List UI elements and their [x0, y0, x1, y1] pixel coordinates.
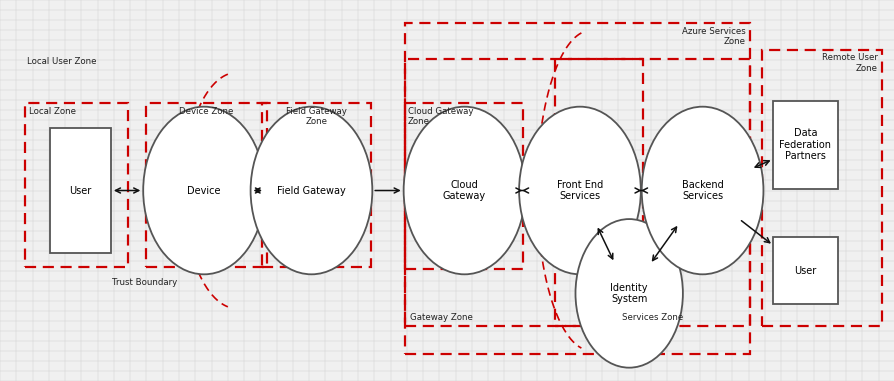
Text: User: User [794, 266, 815, 275]
Bar [405, 103, 522, 269]
Ellipse shape [143, 107, 265, 274]
Bar [146, 103, 266, 267]
Text: Data
Federation
Partners: Data Federation Partners [779, 128, 831, 162]
Bar [405, 23, 749, 354]
Bar [405, 59, 642, 326]
Text: Field Gateway
Zone: Field Gateway Zone [285, 107, 347, 126]
Bar [554, 59, 749, 326]
Text: Trust Boundary: Trust Boundary [112, 278, 177, 287]
Bar [772, 101, 837, 189]
Text: User: User [70, 186, 91, 195]
Bar [761, 50, 881, 326]
Ellipse shape [403, 107, 525, 274]
Text: Gateway Zone: Gateway Zone [409, 313, 472, 322]
Text: Field Gateway: Field Gateway [277, 186, 345, 195]
Text: Cloud Gateway
Zone: Cloud Gateway Zone [408, 107, 473, 126]
Text: Identity
System: Identity System [610, 283, 647, 304]
Text: Local User Zone: Local User Zone [27, 57, 97, 66]
Ellipse shape [575, 219, 682, 368]
Text: Services Zone: Services Zone [621, 313, 682, 322]
Ellipse shape [250, 107, 372, 274]
Bar [25, 103, 128, 267]
Ellipse shape [519, 107, 640, 274]
Text: Backend
Services: Backend Services [681, 180, 722, 201]
Text: Device Zone: Device Zone [179, 107, 233, 116]
Ellipse shape [641, 107, 763, 274]
Bar [50, 128, 111, 253]
Text: Azure Services
Zone: Azure Services Zone [681, 27, 745, 46]
Text: Device: Device [187, 186, 221, 195]
Text: Front End
Services: Front End Services [556, 180, 603, 201]
Text: Remote User
Zone: Remote User Zone [822, 53, 877, 73]
Bar [772, 237, 837, 304]
Bar [262, 103, 370, 267]
Text: Local Zone: Local Zone [29, 107, 76, 116]
Text: Cloud
Gateway: Cloud Gateway [443, 180, 485, 201]
